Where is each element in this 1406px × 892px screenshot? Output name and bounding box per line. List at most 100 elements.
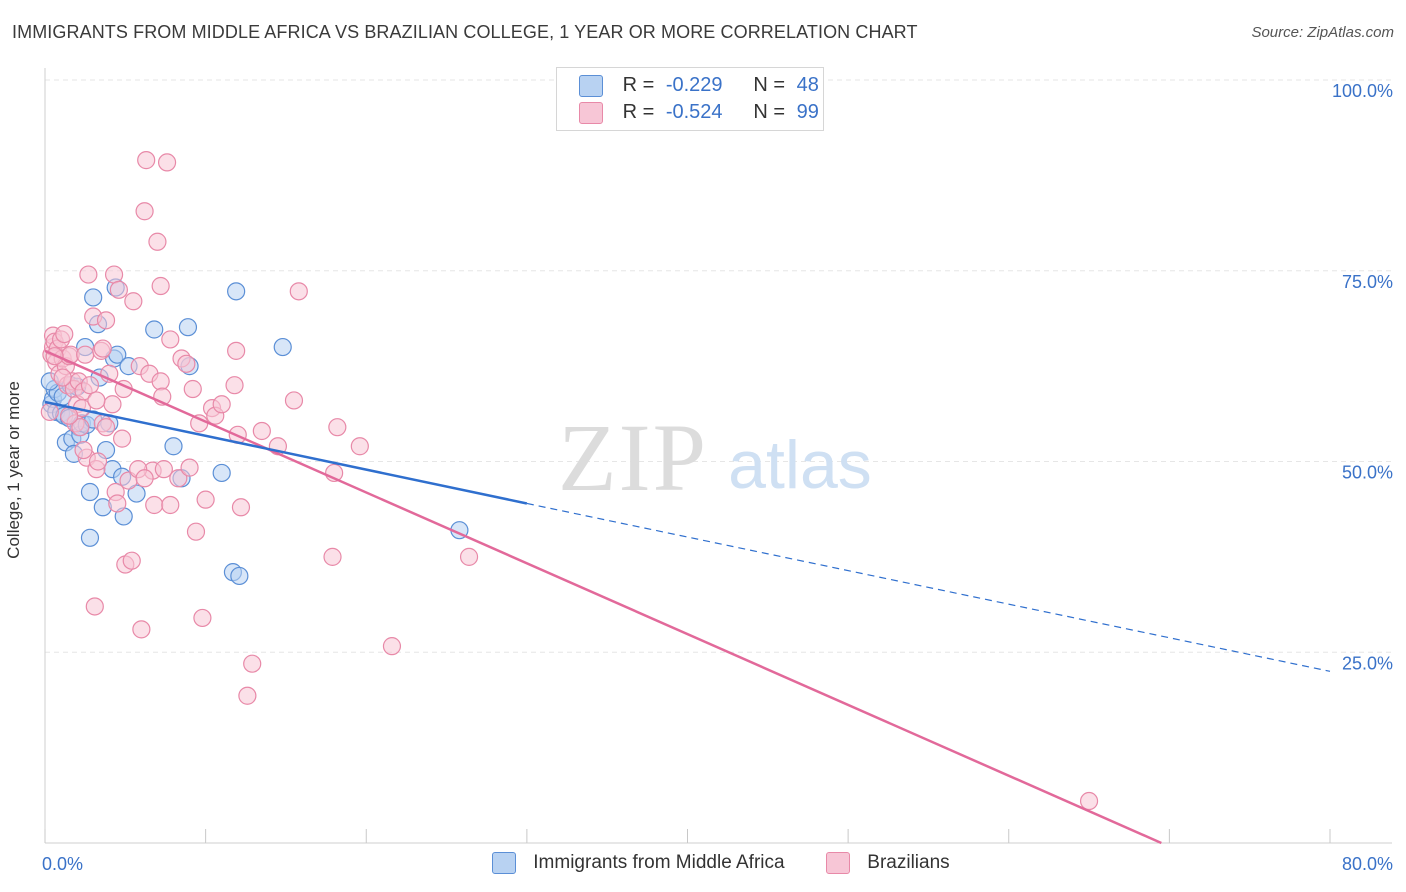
blue-point bbox=[227, 282, 246, 301]
pink-point bbox=[151, 276, 170, 296]
series-legend: Immigrants from Middle Africa Brazilians bbox=[0, 852, 1406, 878]
pink-point bbox=[135, 202, 154, 221]
legend-label: Brazilians bbox=[867, 852, 950, 874]
pink-point bbox=[122, 551, 141, 570]
n-label: N = bbox=[753, 101, 786, 123]
x-tick-label: 80.0% bbox=[1342, 854, 1393, 874]
blue-swatch bbox=[579, 74, 603, 97]
pink-point bbox=[227, 341, 246, 360]
brazilians-trend-line bbox=[44, 349, 1162, 845]
pink-point bbox=[148, 232, 167, 251]
pink-point bbox=[252, 421, 271, 441]
r-label: R = bbox=[622, 74, 655, 96]
legend-item-brazilians: Brazilians bbox=[826, 852, 950, 874]
blue-point bbox=[230, 566, 249, 586]
pink-point bbox=[243, 654, 262, 673]
pink-point bbox=[76, 345, 95, 364]
blue-point bbox=[273, 337, 292, 357]
pink-point bbox=[169, 469, 188, 488]
pink-point bbox=[177, 354, 196, 373]
n-value: 48 bbox=[796, 74, 819, 96]
r-label: R = bbox=[622, 101, 655, 123]
correlation-legend: R = -0.229 N = 48 R = -0.524 N = 99 bbox=[556, 67, 824, 131]
blue-point bbox=[164, 437, 183, 456]
pink-point bbox=[96, 418, 116, 437]
watermark-atlas: atlas bbox=[728, 427, 872, 503]
pink-point bbox=[459, 547, 479, 566]
pink-point bbox=[183, 379, 202, 399]
y-tick-label: 50.0% bbox=[1342, 463, 1393, 483]
legend-label: Immigrants from Middle Africa bbox=[533, 852, 785, 874]
blue-point bbox=[84, 288, 103, 307]
legend-row-pink: R = -0.524 N = 99 bbox=[579, 101, 819, 125]
chart-source: Source: ZipAtlas.com bbox=[1251, 24, 1394, 41]
pink-point bbox=[112, 429, 132, 448]
pink-point bbox=[96, 311, 116, 330]
legend-row-blue: R = -0.229 N = 48 bbox=[579, 74, 819, 98]
pink-point bbox=[196, 490, 215, 509]
pink-point bbox=[55, 324, 74, 344]
pink-swatch bbox=[826, 852, 850, 874]
pink-point bbox=[109, 280, 128, 299]
pink-point bbox=[289, 282, 308, 301]
pink-point bbox=[186, 522, 206, 541]
pink-point bbox=[350, 437, 369, 456]
pink-point bbox=[284, 391, 304, 410]
pink-point bbox=[154, 460, 173, 479]
r-value: -0.524 bbox=[665, 101, 723, 123]
blue-point bbox=[178, 318, 198, 337]
n-label: N = bbox=[753, 74, 786, 96]
pink-point bbox=[59, 406, 79, 425]
pink-point bbox=[132, 620, 151, 639]
pink-point bbox=[145, 495, 164, 515]
pink-point bbox=[382, 637, 402, 656]
pink-point bbox=[225, 376, 244, 395]
pink-point bbox=[80, 376, 100, 395]
pink-point bbox=[124, 292, 143, 311]
pink-point bbox=[137, 151, 156, 170]
chart-title: IMMIGRANTS FROM MIDDLE AFRICA VS BRAZILI… bbox=[12, 22, 918, 42]
middle-africa-trend-extension bbox=[526, 502, 1331, 672]
blue-point bbox=[80, 482, 100, 502]
pink-point bbox=[79, 265, 98, 284]
pink-point bbox=[328, 418, 347, 437]
pink-point bbox=[193, 608, 212, 628]
y-tick-label: 75.0% bbox=[1342, 272, 1393, 292]
y-tick-label: 25.0% bbox=[1342, 653, 1393, 673]
pink-point bbox=[74, 440, 93, 460]
pink-point bbox=[85, 597, 104, 616]
r-value: -0.229 bbox=[665, 74, 723, 96]
pink-point bbox=[238, 686, 257, 705]
pink-point bbox=[71, 418, 90, 437]
pink-point bbox=[180, 458, 199, 477]
pink-point bbox=[53, 368, 72, 387]
pink-point bbox=[1079, 791, 1099, 811]
pink-point bbox=[161, 330, 180, 349]
blue-swatch bbox=[492, 852, 516, 874]
pink-point bbox=[103, 395, 122, 414]
watermark-zip: ZIP bbox=[558, 404, 708, 511]
pink-point bbox=[212, 395, 231, 414]
y-tick-label: 100.0% bbox=[1332, 81, 1393, 101]
pink-point bbox=[323, 547, 342, 566]
y-axis-label: College, 1 year or more bbox=[4, 381, 23, 559]
blue-point bbox=[145, 320, 164, 339]
pink-point bbox=[151, 372, 170, 391]
legend-item-middle-africa: Immigrants from Middle Africa bbox=[492, 852, 785, 874]
pink-point bbox=[88, 452, 108, 471]
blue-point bbox=[212, 463, 231, 483]
blue-point bbox=[127, 484, 146, 503]
pink-swatch bbox=[579, 101, 603, 124]
pink-point bbox=[40, 402, 59, 422]
pink-point bbox=[161, 495, 180, 515]
pink-point bbox=[157, 153, 177, 172]
n-value: 99 bbox=[796, 101, 819, 123]
pink-point bbox=[93, 339, 112, 358]
pink-point bbox=[135, 469, 154, 488]
pink-point bbox=[104, 265, 124, 284]
x-tick-label: 0.0% bbox=[42, 854, 83, 874]
pink-point bbox=[231, 498, 251, 517]
pink-point bbox=[108, 494, 127, 513]
middle-africa-trend-line bbox=[44, 400, 528, 505]
